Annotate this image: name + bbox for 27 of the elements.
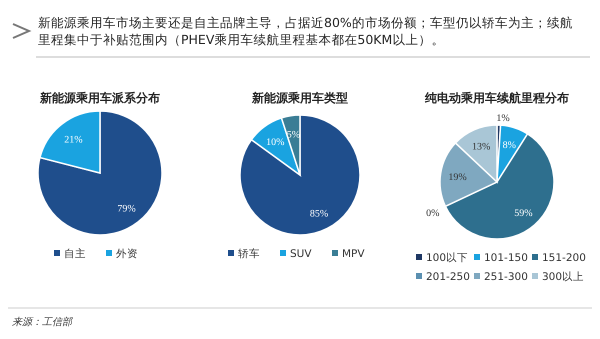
- legend-label: 101-150: [484, 252, 528, 264]
- legend-label: MPV: [342, 248, 366, 260]
- text: 新能源乘用车市场主要还是自主品牌主导，占据近80%的市场份额；车型仍以轿车为主；续航里程集中于补贴范围内（PHEV乘用车续航里程基本都在50KM以上）。: [38, 14, 574, 48]
- data-label: 59%: [514, 208, 533, 219]
- legend-label: 300以上: [542, 270, 584, 283]
- data-label: 1%: [496, 113, 510, 124]
- data-label: 10%: [266, 137, 284, 148]
- data-label: 13%: [472, 141, 490, 152]
- data-label: 79%: [117, 203, 136, 214]
- legend-label: 251-300: [484, 271, 528, 283]
- chart-title: 新能源乘用车类型: [251, 91, 348, 105]
- chart-title: 纯电动乘用车续航里程分布: [424, 91, 569, 105]
- legend-label: SUV: [290, 248, 312, 260]
- legend-label: 201-250: [426, 271, 470, 283]
- data-label: 21%: [64, 134, 83, 146]
- source-note: 来源：工信部: [12, 316, 72, 329]
- legend-label: 轿车: [238, 247, 260, 260]
- data-label: 8%: [502, 140, 516, 152]
- data-label: 85%: [310, 208, 328, 220]
- legend-label: 151-200: [542, 252, 586, 264]
- legend-label: 自主: [64, 247, 86, 260]
- data-label: 19%: [448, 172, 467, 183]
- legend-label: 外资: [116, 248, 138, 260]
- legend-label: 100以下: [426, 251, 468, 264]
- text: 0%: [426, 208, 440, 220]
- data-label: 5%: [286, 130, 300, 141]
- chart-title: 新能源乘用车派系分布: [39, 91, 160, 105]
